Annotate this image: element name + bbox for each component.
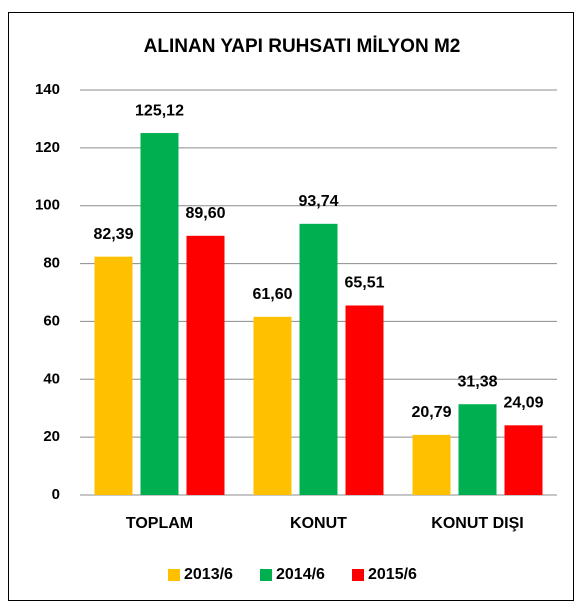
x-tick-label: KONUT DIŞI <box>431 515 523 532</box>
y-tick-label: 40 <box>43 370 60 387</box>
bar <box>504 425 543 495</box>
y-tick-label: 20 <box>43 428 60 445</box>
x-tick-label: TOPLAM <box>126 515 193 532</box>
value-label: 65,51 <box>344 275 384 292</box>
y-tick-label: 60 <box>43 312 60 329</box>
labels: 0 20 40 60 80 100 120 140 TOPLAM 82,39 125,12 89,60… <box>35 81 544 532</box>
value-label: 31,38 <box>457 373 497 390</box>
bar <box>299 223 338 495</box>
bar <box>186 235 225 496</box>
chart-border <box>8 12 574 601</box>
value-label: 93,74 <box>298 193 338 210</box>
y-tick-label: 80 <box>43 255 60 272</box>
bars <box>94 133 543 496</box>
legend: 2013/6 2014/6 2015/6 <box>168 566 417 583</box>
bar <box>253 316 292 495</box>
value-label: 125,12 <box>135 102 184 119</box>
chart-title: ALINAN YAPI RUHSATI MİLYON M2 <box>144 36 461 57</box>
y-tick-label: 0 <box>52 486 60 503</box>
y-tick-label: 100 <box>35 197 60 214</box>
bar <box>412 434 451 495</box>
legend-swatch <box>352 569 364 581</box>
legend-label: 2013/6 <box>184 566 233 583</box>
bar <box>94 256 133 495</box>
value-label: 24,09 <box>503 395 543 412</box>
value-label: 61,60 <box>252 286 292 303</box>
value-label: 82,39 <box>93 226 133 243</box>
legend-label: 2015/6 <box>368 566 417 583</box>
bar <box>345 305 384 495</box>
y-tick-label: 120 <box>35 139 60 156</box>
legend-swatch <box>168 569 180 581</box>
legend-swatch <box>260 569 272 581</box>
value-label: 89,60 <box>185 205 225 222</box>
legend-label: 2014/6 <box>276 566 325 583</box>
bar <box>458 404 497 495</box>
x-tick-label: KONUT <box>290 515 347 532</box>
bar <box>140 133 179 495</box>
y-tick-label: 140 <box>35 81 60 98</box>
value-label: 20,79 <box>411 404 451 421</box>
